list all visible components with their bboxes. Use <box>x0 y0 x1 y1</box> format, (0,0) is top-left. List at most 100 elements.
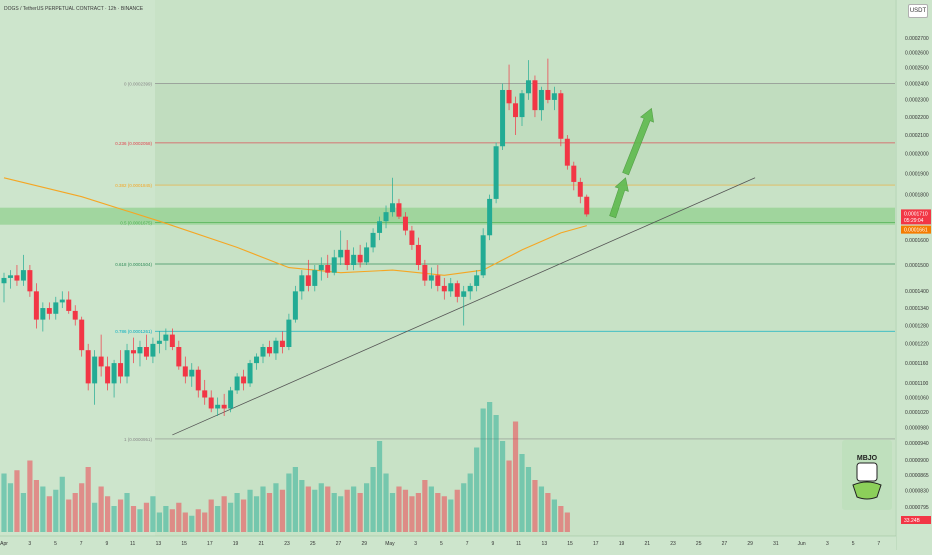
candle-body[interactable] <box>247 363 253 384</box>
candle-body[interactable] <box>14 275 20 281</box>
candle-body[interactable] <box>195 369 201 391</box>
candle-body[interactable] <box>266 347 272 354</box>
candle-body[interactable] <box>20 270 26 281</box>
candle-body[interactable] <box>124 350 130 377</box>
candle-body[interactable] <box>402 216 408 231</box>
candle-body[interactable] <box>390 203 395 213</box>
candle-body[interactable] <box>493 146 499 199</box>
candle-body[interactable] <box>163 334 169 341</box>
projection-arrow[interactable] <box>609 177 629 219</box>
candle-body[interactable] <box>564 138 570 166</box>
candle-body[interactable] <box>461 291 467 297</box>
candle-body[interactable] <box>318 265 324 271</box>
candle-body[interactable] <box>422 265 428 281</box>
current-price-tag[interactable] <box>901 209 931 225</box>
candle-body[interactable] <box>558 93 564 139</box>
candle-body[interactable] <box>234 376 240 391</box>
candle-body[interactable] <box>215 404 221 409</box>
candle-body[interactable] <box>299 275 305 292</box>
candle-body[interactable] <box>441 285 447 292</box>
candle-body[interactable] <box>487 198 493 236</box>
candle-body[interactable] <box>27 270 33 292</box>
candle-body[interactable] <box>538 89 544 111</box>
candle-body[interactable] <box>396 203 402 217</box>
candle-body[interactable] <box>545 89 551 100</box>
volume-value-tag[interactable] <box>901 516 931 524</box>
candle-body[interactable] <box>1 277 7 284</box>
candle-body[interactable] <box>59 299 65 303</box>
candle-body[interactable] <box>513 103 519 118</box>
candle-body[interactable] <box>551 93 557 100</box>
candle-body[interactable] <box>92 356 98 384</box>
candle-body[interactable] <box>286 319 292 348</box>
moving-average-line[interactable] <box>3 177 587 276</box>
candle-body[interactable] <box>525 80 531 94</box>
candle-body[interactable] <box>176 347 182 367</box>
candle-body[interactable] <box>519 93 525 118</box>
candle-body[interactable] <box>72 310 78 320</box>
candle-body[interactable] <box>506 89 512 104</box>
candle-body[interactable] <box>577 181 583 197</box>
candle-body[interactable] <box>137 347 143 354</box>
candle-body[interactable] <box>66 299 72 311</box>
candle-body[interactable] <box>40 308 46 320</box>
ma-value-tag[interactable] <box>901 225 931 234</box>
candle-body[interactable] <box>409 230 415 245</box>
candle-body[interactable] <box>344 249 350 265</box>
candlesticks[interactable] <box>1 58 590 416</box>
candle-body[interactable] <box>221 404 227 409</box>
candle-body[interactable] <box>111 363 117 384</box>
candle-body[interactable] <box>331 257 337 273</box>
candle-body[interactable] <box>338 249 344 258</box>
time-axis[interactable]: Apr 3 5 7 9 11 13 15 17 19 21 23 25 27 29 May 3 5 7 9 11 13 15… <box>0 535 896 550</box>
candle-body[interactable] <box>79 319 85 351</box>
candle-body[interactable] <box>254 356 260 364</box>
candle-body[interactable] <box>156 340 162 344</box>
candle-body[interactable] <box>370 232 376 248</box>
projection-arrow[interactable] <box>622 107 654 176</box>
candle-body[interactable] <box>448 283 454 292</box>
candle-body[interactable] <box>532 80 538 111</box>
candle-body[interactable] <box>415 244 421 265</box>
candle-body[interactable] <box>118 363 124 377</box>
candle-body[interactable] <box>279 340 285 348</box>
candle-body[interactable] <box>169 334 175 348</box>
price-axis[interactable]: 0.0002700 0.0002600 0.0002500 0.0002400 0.00… <box>895 0 932 550</box>
candle-body[interactable] <box>46 308 52 314</box>
moving-average-layer[interactable] <box>3 177 587 276</box>
candle-body[interactable] <box>312 270 318 286</box>
candle-body[interactable] <box>53 302 59 314</box>
projection-arrows[interactable] <box>609 107 654 219</box>
candle-body[interactable] <box>260 347 266 357</box>
candle-body[interactable] <box>273 340 279 354</box>
candle-body[interactable] <box>105 366 111 384</box>
candle-body[interactable] <box>454 283 460 297</box>
candle-body[interactable] <box>189 369 195 377</box>
candle-body[interactable] <box>208 397 214 409</box>
candle-body[interactable] <box>182 366 188 377</box>
candle-body[interactable] <box>571 165 577 182</box>
candle-body[interactable] <box>351 254 357 265</box>
candle-body[interactable] <box>228 390 234 409</box>
candle-body[interactable] <box>364 247 370 263</box>
candle-body[interactable] <box>305 275 311 286</box>
candle-body[interactable] <box>474 275 480 286</box>
candle-body[interactable] <box>428 275 434 281</box>
candle-body[interactable] <box>292 291 298 320</box>
candle-body[interactable] <box>357 254 363 263</box>
candle-body[interactable] <box>202 390 208 398</box>
candle-body[interactable] <box>150 343 156 357</box>
candle-body[interactable] <box>435 275 441 286</box>
candle-body[interactable] <box>85 350 91 384</box>
candle-body[interactable] <box>143 347 149 357</box>
currency-badge[interactable]: USDT <box>908 4 928 18</box>
candle-body[interactable] <box>241 376 247 384</box>
candle-body[interactable] <box>325 265 331 273</box>
candle-body[interactable] <box>7 275 13 278</box>
candle-body[interactable] <box>377 221 383 233</box>
candle-body[interactable] <box>584 196 590 215</box>
candle-body[interactable] <box>383 212 389 222</box>
candle-body[interactable] <box>480 235 486 276</box>
candle-body[interactable] <box>131 350 136 354</box>
